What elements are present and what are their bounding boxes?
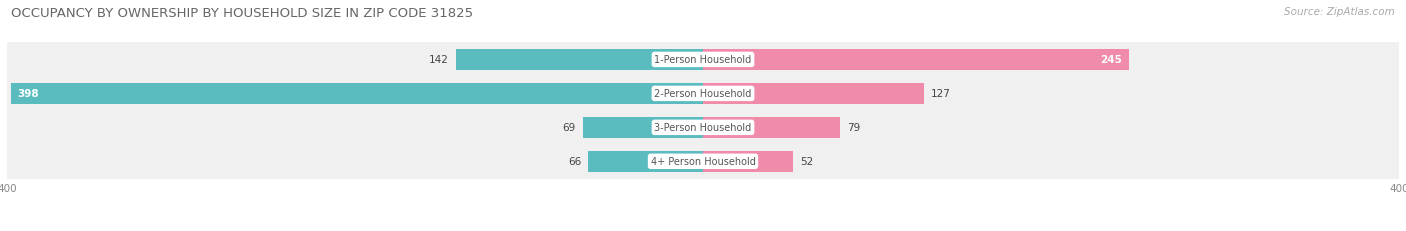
Text: 142: 142 bbox=[429, 55, 449, 65]
Bar bbox=[703, 50, 1129, 71]
Text: 2-Person Household: 2-Person Household bbox=[654, 89, 752, 99]
Bar bbox=[703, 83, 924, 104]
Text: 79: 79 bbox=[848, 123, 860, 133]
Bar bbox=[7, 110, 1399, 146]
Text: Source: ZipAtlas.com: Source: ZipAtlas.com bbox=[1284, 7, 1395, 17]
Bar bbox=[703, 117, 841, 138]
Text: 1-Person Household: 1-Person Household bbox=[654, 55, 752, 65]
Text: 66: 66 bbox=[568, 157, 581, 167]
Bar bbox=[7, 42, 1399, 78]
Bar bbox=[10, 83, 703, 104]
Bar bbox=[7, 144, 1399, 179]
Text: 69: 69 bbox=[562, 123, 576, 133]
Text: 127: 127 bbox=[931, 89, 950, 99]
Text: 3-Person Household: 3-Person Household bbox=[654, 123, 752, 133]
Bar bbox=[456, 50, 703, 71]
Text: 52: 52 bbox=[800, 157, 814, 167]
Bar bbox=[583, 117, 703, 138]
Bar bbox=[703, 151, 793, 172]
Bar bbox=[588, 151, 703, 172]
Bar bbox=[7, 76, 1399, 112]
Text: 245: 245 bbox=[1101, 55, 1122, 65]
Text: 4+ Person Household: 4+ Person Household bbox=[651, 157, 755, 167]
Text: OCCUPANCY BY OWNERSHIP BY HOUSEHOLD SIZE IN ZIP CODE 31825: OCCUPANCY BY OWNERSHIP BY HOUSEHOLD SIZE… bbox=[11, 7, 474, 20]
Text: 398: 398 bbox=[17, 89, 39, 99]
